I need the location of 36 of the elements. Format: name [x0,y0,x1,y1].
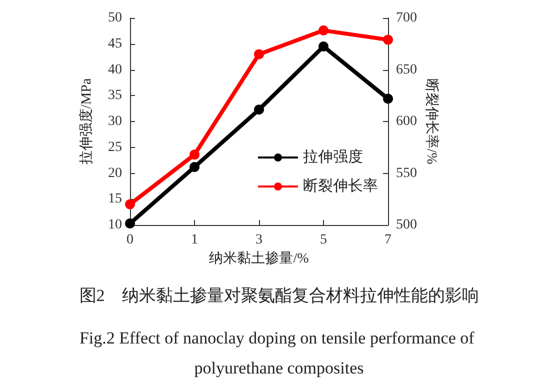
text: Fig.2 Effect of nanoclay doping on tensile performance of polyurethane composites [79,328,479,378]
point [190,162,200,172]
point [254,49,264,60]
x-tick-label: 5 [320,232,327,248]
y-tick-label: 30 [108,114,122,129]
y-tick-label: 25 [108,140,122,155]
point [190,150,200,160]
text: 图2 纳米黏土掺量对聚氨酯复合材料拉伸性能的影响 [79,286,479,305]
x-tick-label: 7 [384,232,392,248]
point [318,41,328,52]
y2-tick-label: 550 [396,166,417,181]
y-axis-title: 拉伸强度/MPa [78,78,94,165]
x-axis-title: 纳米黏土掺量/% [209,250,310,266]
y2-tick-label: 600 [396,114,417,129]
y2-tick-label: 650 [396,62,417,78]
y-tick-label: 15 [108,192,122,207]
legend-label: 拉伸强度 [303,148,363,166]
x-tick-label: 3 [256,232,262,248]
point [125,199,135,210]
point [383,34,393,45]
y-tick-label: 45 [108,36,122,52]
y2-tick-label: 500 [396,218,417,232]
y-tick-label: 50 [108,10,122,26]
point [254,104,264,115]
y2-tick-label: 700 [396,10,417,26]
point [318,25,328,36]
y-tick-label: 20 [108,166,122,181]
y-tick-label: 40 [108,62,122,78]
y2-axis-title: 断裂伸长率/% [424,78,440,165]
point [125,218,135,228]
point [383,94,393,104]
y-tick-label: 10 [108,218,122,232]
x-tick-label: 0 [126,232,134,248]
x-tick-label: 1 [191,232,198,248]
y-tick-label: 35 [108,88,122,104]
legend-label: 断裂伸长率 [303,178,378,194]
